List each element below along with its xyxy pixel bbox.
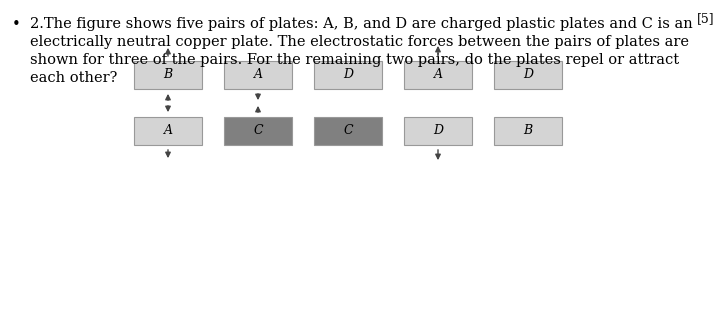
FancyBboxPatch shape [314,117,382,145]
Text: each other?: each other? [30,71,118,85]
Text: B: B [523,125,533,137]
Text: B: B [163,68,173,81]
Text: A: A [253,68,263,81]
FancyBboxPatch shape [224,61,292,89]
FancyBboxPatch shape [314,61,382,89]
FancyBboxPatch shape [224,117,292,145]
Text: A: A [433,68,443,81]
Text: C: C [343,125,353,137]
Text: •: • [12,17,21,32]
Text: D: D [343,68,353,81]
FancyBboxPatch shape [134,117,202,145]
Text: D: D [523,68,533,81]
Text: D: D [433,125,443,137]
FancyBboxPatch shape [134,61,202,89]
FancyBboxPatch shape [494,117,562,145]
Text: C: C [253,125,263,137]
Text: [5]: [5] [698,12,715,25]
FancyBboxPatch shape [494,61,562,89]
Text: shown for three of the pairs. For the remaining two pairs, do the plates repel o: shown for three of the pairs. For the re… [30,53,679,67]
FancyBboxPatch shape [404,117,472,145]
Text: 2.The figure shows five pairs of plates: A, B, and D are charged plastic plates : 2.The figure shows five pairs of plates:… [30,17,693,31]
Text: electrically neutral copper plate. The electrostatic forces between the pairs of: electrically neutral copper plate. The e… [30,35,689,49]
Text: A: A [163,125,173,137]
FancyBboxPatch shape [404,61,472,89]
